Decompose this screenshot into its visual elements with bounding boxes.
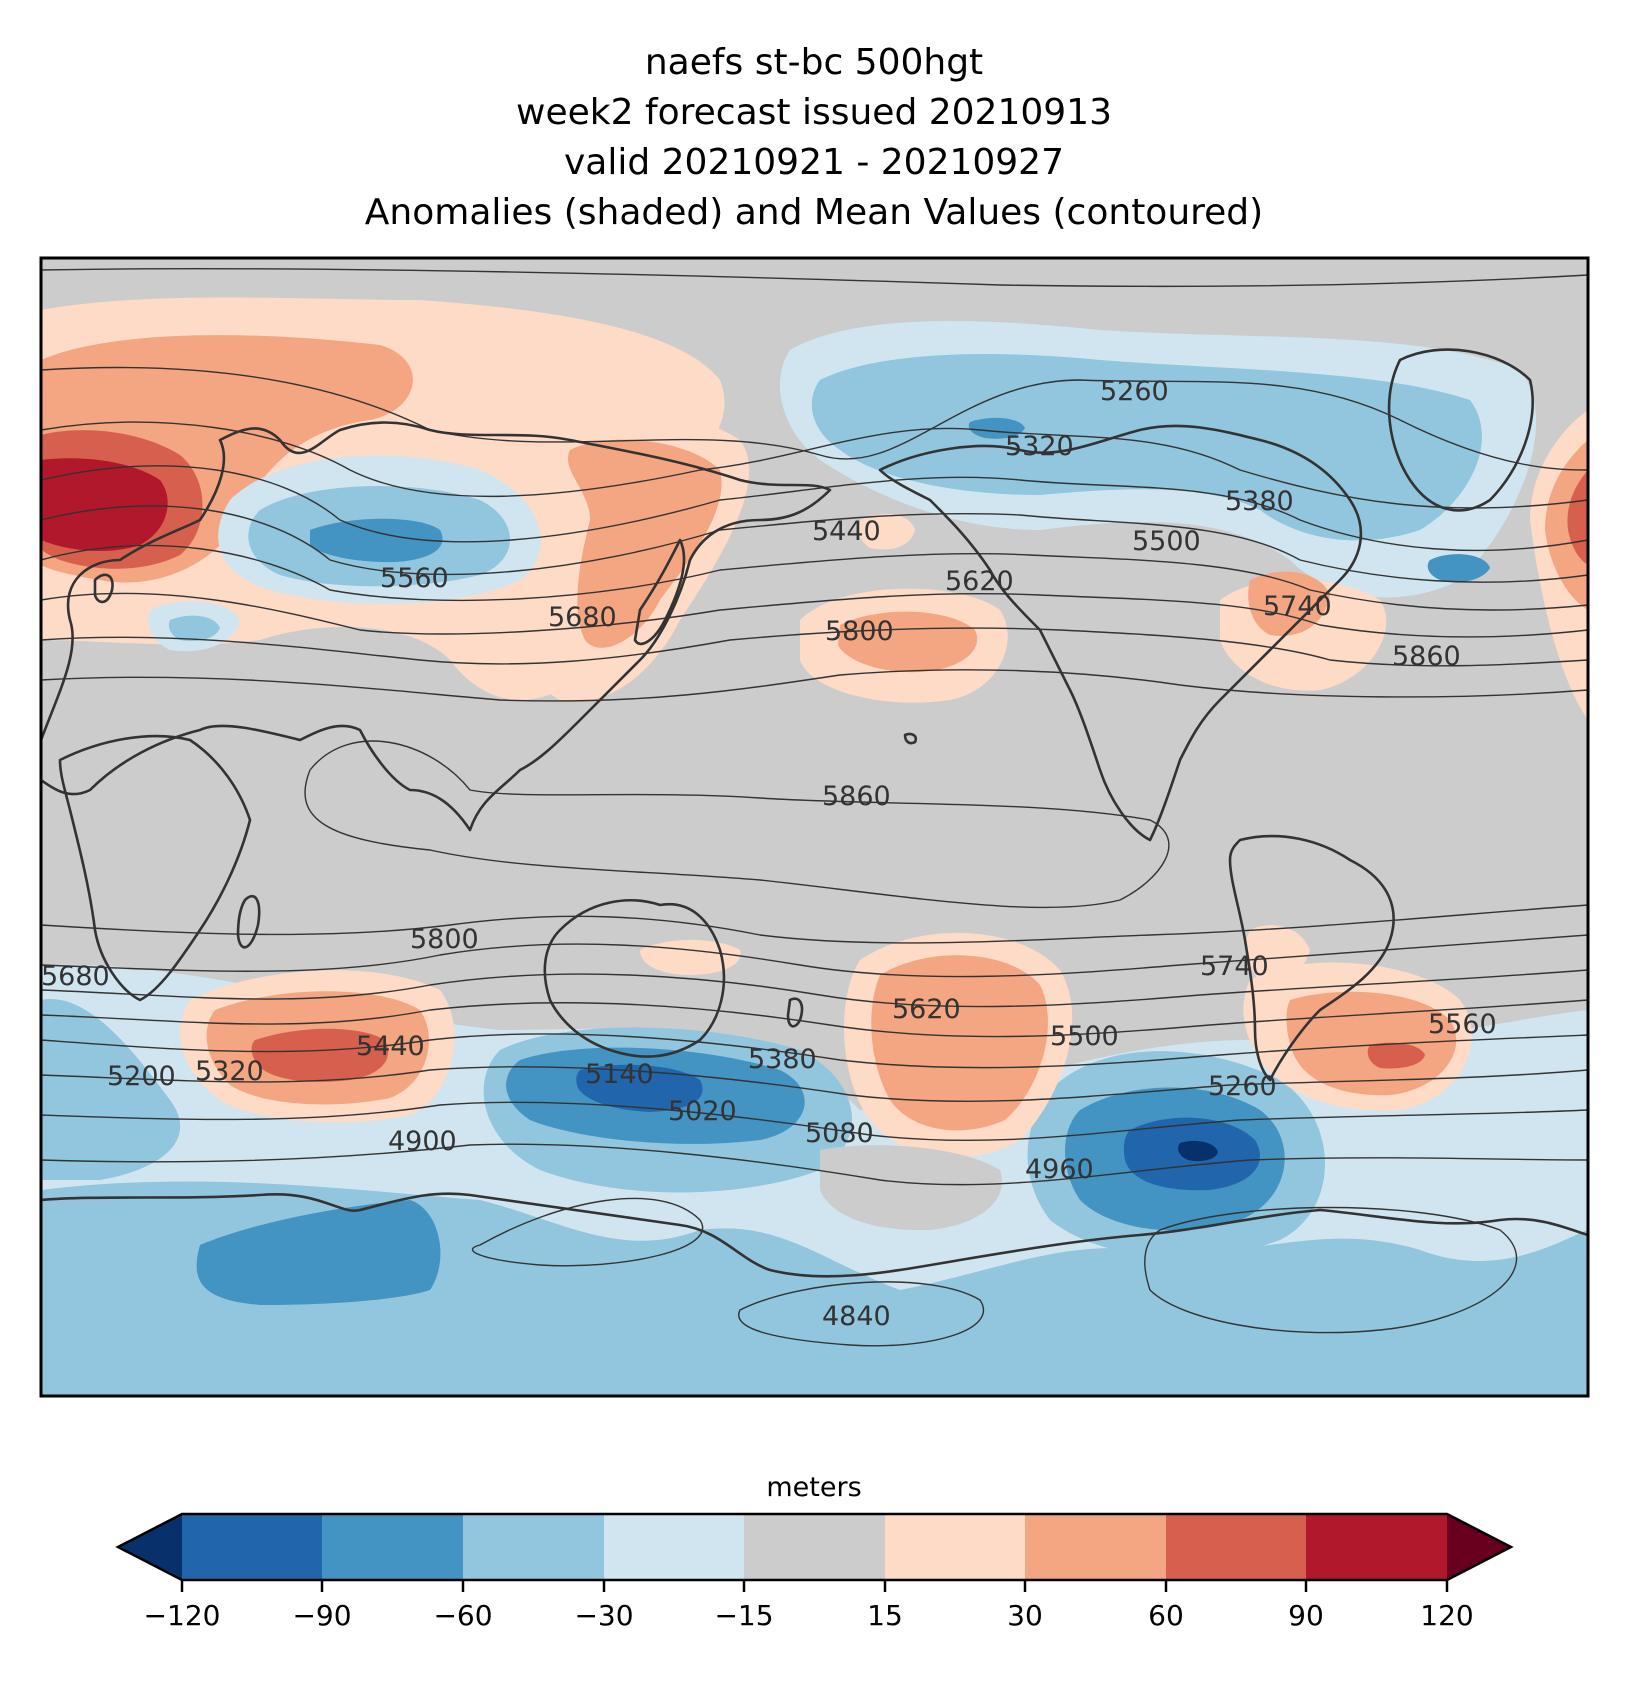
- contour-label: 5740: [1200, 951, 1269, 982]
- coast-madagascar: [236, 894, 261, 949]
- anomaly-neutral-patch: [820, 1145, 1002, 1231]
- colorbar-bin-pos60: [1166, 1514, 1306, 1580]
- contour-label: 5740: [1263, 591, 1332, 622]
- coast-hawaii: [903, 732, 918, 745]
- coast-north-america: [878, 424, 1363, 842]
- coast-australia: [543, 899, 726, 1058]
- anomaly-high-europe-core: [41, 458, 168, 552]
- colorbar-tick-label: −60: [433, 1599, 492, 1632]
- anomaly-low-south-america-core: [1178, 1140, 1218, 1162]
- anomaly-high-north-atlantic-2: [1248, 571, 1330, 636]
- anomaly-high-australia: [640, 939, 741, 975]
- contour-label: 5800: [410, 924, 479, 955]
- anomaly-high-north-pacific-3: [857, 514, 915, 550]
- title-line-3: valid 20210921 - 20210927: [563, 142, 1064, 183]
- coast-japan: [633, 538, 686, 646]
- anomaly-high-south-atlantic-3: [1367, 1042, 1425, 1069]
- coast-new-zealand: [786, 997, 804, 1028]
- coast-africa: [58, 734, 252, 1002]
- coast-south-america: [1228, 834, 1395, 1082]
- colorbar-bin-pos90: [1306, 1514, 1447, 1580]
- anomaly-low-greenland-sea: [1427, 554, 1490, 583]
- colorbar-tick-label: 90: [1288, 1599, 1324, 1632]
- map-frame: [39, 256, 1590, 1398]
- contour-label: 5440: [812, 516, 881, 547]
- contour-label: 5500: [1050, 1021, 1119, 1052]
- colorbar-tick-label: −30: [574, 1599, 633, 1632]
- colorbar-tick-label: 120: [1420, 1599, 1473, 1632]
- contour-label: 5620: [945, 566, 1014, 597]
- contour-label: 5440: [356, 1031, 425, 1062]
- contour-label: 4960: [1025, 1154, 1094, 1185]
- anomaly-low-mediterranean-2: [168, 615, 220, 642]
- anomaly-high-indian-3: [251, 1028, 389, 1082]
- anomaly-low-siberia-3: [310, 518, 443, 563]
- anomaly-high-south-america: [1245, 925, 1310, 984]
- contour-label: 5560: [1428, 1009, 1497, 1040]
- contour-label: 5080: [805, 1118, 874, 1149]
- colorbar-extend-min: [118, 1514, 182, 1580]
- contour-label: 5620: [892, 994, 961, 1025]
- colorbar-bin-neg90: [322, 1514, 463, 1580]
- colorbar-bin-neg120: [182, 1514, 322, 1580]
- contour-label: 5800: [825, 616, 894, 647]
- contour-label: 5560: [380, 563, 449, 594]
- contour-label: 5860: [1392, 641, 1461, 672]
- anomaly-high-south-pacific-2: [871, 955, 1048, 1131]
- contour-label: 5380: [748, 1044, 817, 1075]
- colorbar-tick-label: −90: [292, 1599, 351, 1632]
- contour-lines: [41, 267, 1588, 1347]
- colorbar-bin-neg30: [604, 1514, 744, 1580]
- contour-labels: 5260 5320 5380 5440 5500 5560 5620 5680 …: [41, 376, 1497, 1332]
- contour-label: 5680: [548, 602, 617, 633]
- title-line-1: naefs st-bc 500hgt: [644, 42, 984, 83]
- map-panel: [41, 258, 1588, 1396]
- colorbar-tick-labels: −120 −90 −60 −30 −15 15 30 60 90 120: [144, 1599, 1474, 1632]
- coast-greenland: [1387, 348, 1534, 512]
- title-line-2: week2 forecast issued 20210913: [516, 92, 1112, 133]
- contour-label: 5320: [1005, 431, 1074, 462]
- anomaly-low-tasman-3: [576, 1064, 703, 1112]
- colorbar: −120 −90 −60 −30 −15 15 30 60 90 120: [115, 1512, 1514, 1632]
- contour-label: 5020: [668, 1096, 737, 1127]
- anomaly-low-canada-2: [811, 354, 1482, 541]
- anomaly-southern-band-low: [41, 999, 181, 1180]
- contour-label: 5200: [107, 1061, 176, 1092]
- colorbar-bin-pos15: [885, 1514, 1025, 1580]
- contour-label: 5500: [1132, 526, 1201, 557]
- colorbar-extend-max: [1447, 1514, 1511, 1580]
- colorbar-bin-neutral: [744, 1514, 885, 1580]
- map-title: naefs st-bc 500hgt week2 forecast issued…: [0, 38, 1628, 238]
- colorbar-label: meters: [766, 1472, 862, 1503]
- colorbar-tick-label: −120: [144, 1599, 221, 1632]
- colorbar-tick-label: 15: [867, 1599, 903, 1632]
- contour-label: 4840: [822, 1301, 891, 1332]
- anomaly-high-north-pacific-2: [838, 611, 978, 673]
- colorbar-ticks: [180, 1580, 1449, 1592]
- anomaly-high-far-east-2: [567, 439, 722, 648]
- coastlines: [41, 348, 1588, 1278]
- contour-label: 4900: [388, 1126, 457, 1157]
- contour-label: 5260: [1208, 1071, 1277, 1102]
- anomaly-antarctic-low: [196, 1200, 441, 1305]
- contour-label: 5140: [585, 1059, 654, 1090]
- coast-eurasia: [41, 421, 832, 832]
- colorbar-bin-pos30: [1025, 1514, 1166, 1580]
- contour-label: 5320: [195, 1056, 264, 1087]
- contour-label: 5380: [1225, 486, 1294, 517]
- contour-label: 5860: [822, 781, 891, 812]
- contour-label: 5260: [1100, 376, 1169, 407]
- colorbar-tick-label: 30: [1007, 1599, 1043, 1632]
- coast-antarctica: [41, 1192, 1588, 1278]
- colorbar-tick-label: 60: [1148, 1599, 1184, 1632]
- colorbar-bin-neg60: [463, 1514, 604, 1580]
- title-line-4: Anomalies (shaded) and Mean Values (cont…: [364, 192, 1264, 233]
- anomaly-high-south-atlantic-2: [1286, 991, 1457, 1096]
- anomaly-low-canada-3: [968, 417, 1025, 439]
- contour-label: 5680: [41, 961, 110, 992]
- anomaly-high-east-edge-2: [1545, 440, 1588, 610]
- colorbar-tick-label: −15: [714, 1599, 773, 1632]
- coast-british-isles: [93, 573, 114, 604]
